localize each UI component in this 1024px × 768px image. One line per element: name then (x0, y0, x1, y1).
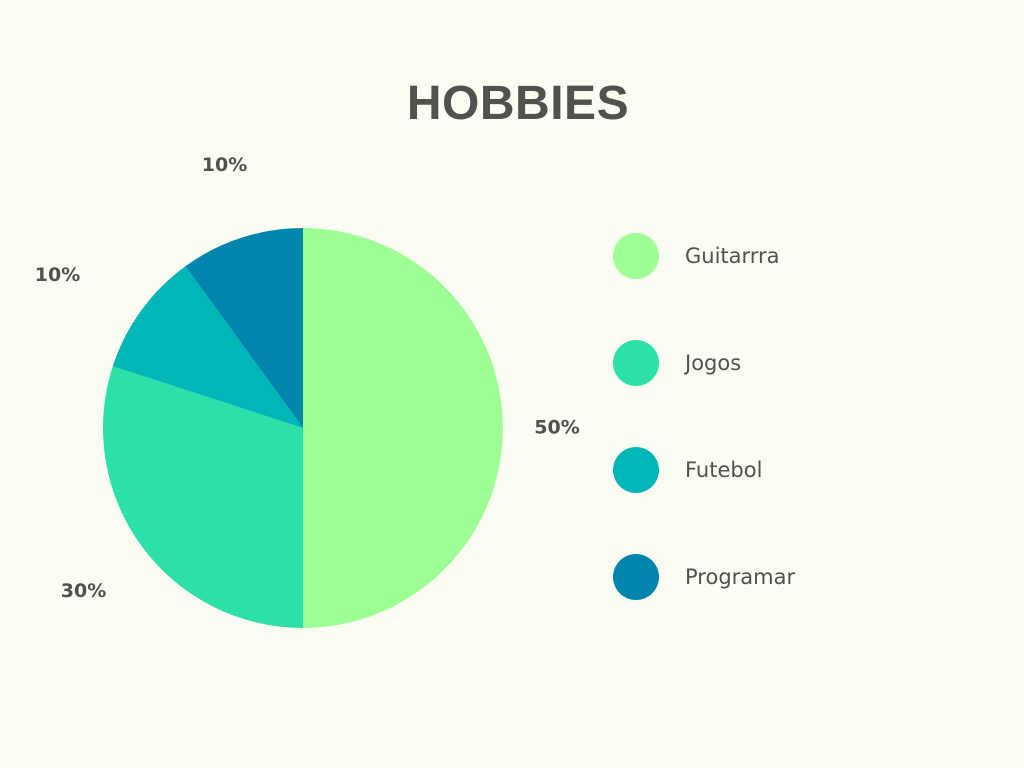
pie-slice-guitarrra (303, 228, 503, 628)
slice-value-label: 50% (534, 417, 579, 439)
legend: Guitarrra Jogos Futebol Programar (613, 233, 795, 661)
legend-item-jogos: Jogos (613, 340, 795, 386)
legend-label: Guitarrra (685, 244, 780, 268)
slice-value-label: 10% (202, 154, 247, 176)
legend-swatch (613, 233, 659, 279)
legend-item-futebol: Futebol (613, 447, 795, 493)
slice-value-label: 10% (35, 264, 80, 286)
legend-item-guitarrra: Guitarrra (613, 233, 795, 279)
legend-item-programar: Programar (613, 554, 795, 600)
legend-label: Jogos (685, 351, 741, 375)
legend-label: Futebol (685, 458, 762, 482)
legend-label: Programar (685, 565, 795, 589)
legend-swatch (613, 447, 659, 493)
legend-swatch (613, 554, 659, 600)
slice-value-label: 30% (61, 580, 106, 602)
legend-swatch (613, 340, 659, 386)
